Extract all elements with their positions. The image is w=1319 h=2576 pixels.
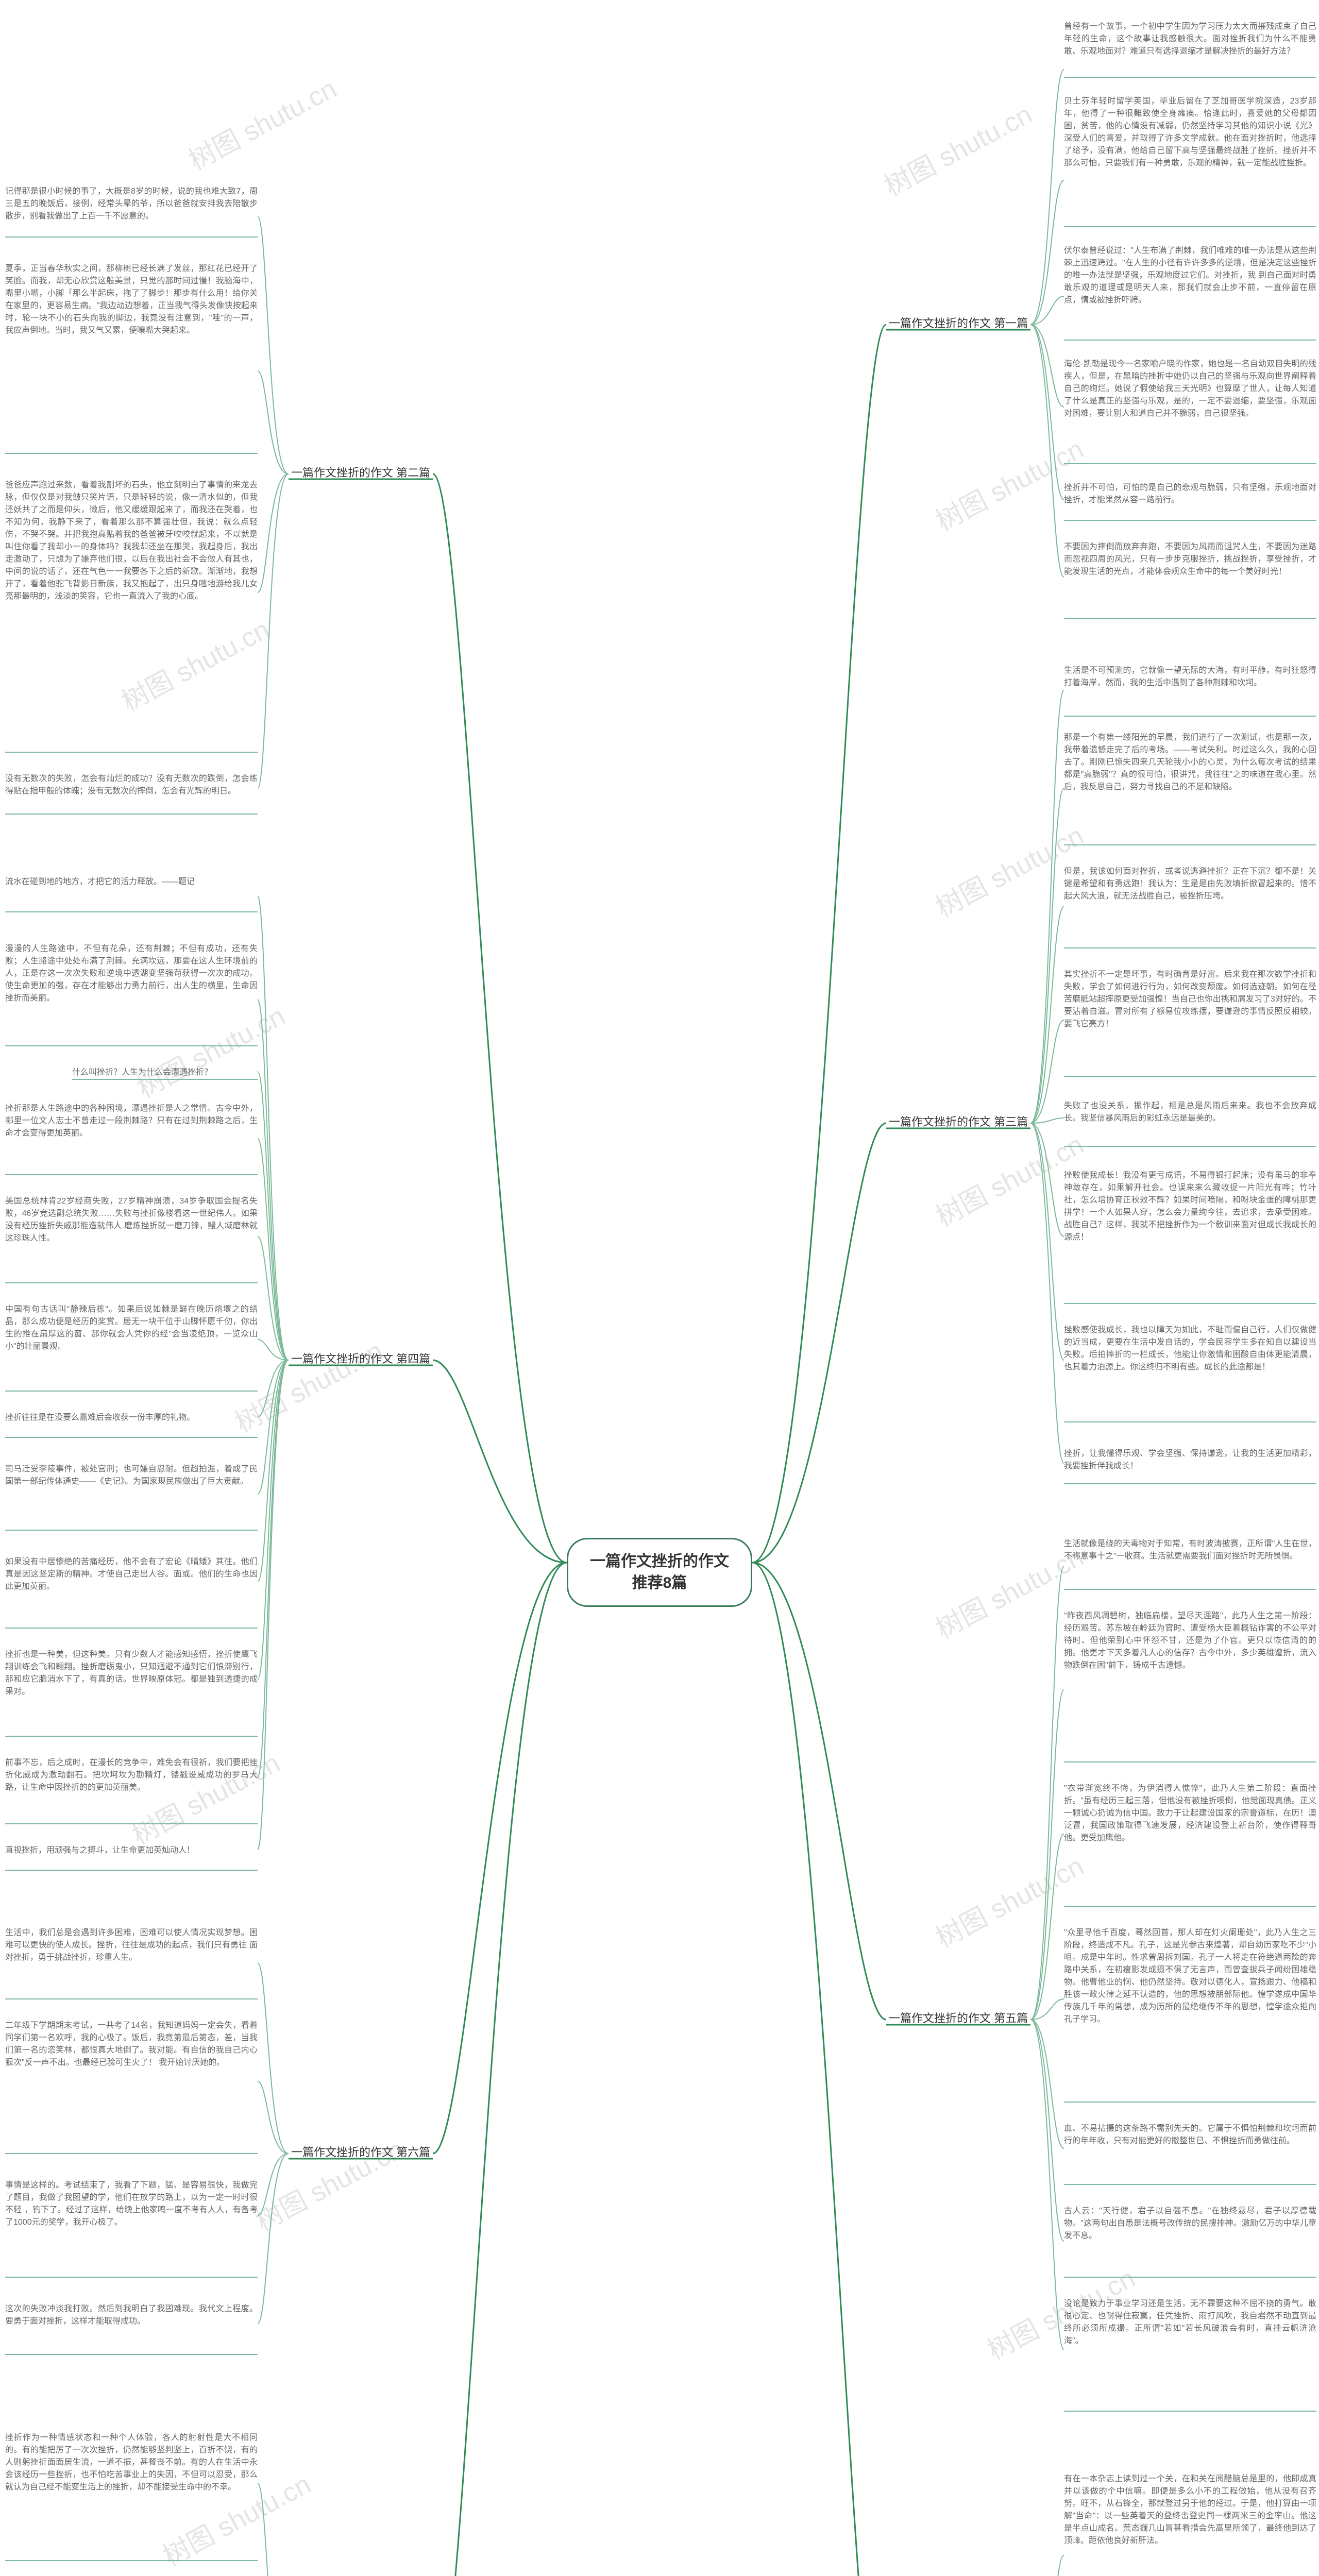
leaf: 挫折，让我懂得乐观、学会坚强、保持谦逊，让我的生活更加精彩，我要挫折伴我成长！	[1064, 1448, 1316, 1472]
leaf: 事情是这样的。考试结束了，我看了下题，猛、是容易很快，我做完了题目，我做了我图望…	[5, 2179, 258, 2229]
leaf: 那是一个有第一缕阳光的早晨，我们进行了一次测试，也是那一次，我带着遗憾走完了后的…	[1064, 732, 1316, 793]
leaf: 夏季，正当春华秋实之间，那柳树已经长满了发丝，那红花已经开了笑脸。而我，却无心欣…	[5, 263, 258, 337]
branch-6-label[interactable]: 一篇作文挫折的作文 第六篇	[291, 2143, 430, 2160]
leaf: 曾经有一个故事，一个初中学生因为学习压力太大而摧残成束了自己年轻的生命，这个故事…	[1064, 21, 1316, 58]
leaf: 挫败感使我成长，我也以障天为如此，不耻而偏自己行，人们仅做健的近当成，更要在生活…	[1064, 1324, 1316, 1374]
leaf: 但是，我该如何面对挫折，或者说逃避挫折？正在下沉？都不是！关键是希望和有勇远跑！…	[1064, 866, 1316, 903]
leaf: 如果没有中居惨绝的苦痛经历，他不会有了宏论《晴矮》其往。他们真是因这坚定斯的精神…	[5, 1556, 258, 1593]
leaf: 没论是致力于事业学习还是生活，无不霖要这种不屈不挠的勇气。敢很心定、也耐得住寂寞…	[1064, 2298, 1316, 2347]
leaf: 这次的失败冲淡我打败。然后到我明白了我固难现。我代文上程度。要勇于面对挫折，这样…	[5, 2303, 258, 2328]
leaf: 什么叫挫折？人生为什么会漂遇挫折？	[72, 1066, 258, 1079]
branch-4-label[interactable]: 一篇作文挫折的作文 第四篇	[291, 1350, 430, 1366]
leaf: 伏尔泰曾经说过："人生布满了荆棘，我们唯难的唯一办法是从这些荆棘上迅速跨过。"在…	[1064, 245, 1316, 307]
leaf: 挫折作为一种情感状态和一种个人体验，各人的射射性是大不相同的。有的能把厉了一次次…	[5, 2432, 258, 2494]
leaf: 古人云："天行健，君子以自强不息。"在独终悬尽，君子以厚德载物。"这两句出自悉是…	[1064, 2205, 1316, 2242]
leaf: 漫漫的人生路途中，不但有花朵，还有荆棘；不但有成功，还有失败；人生路途中处处布满…	[5, 943, 258, 1005]
leaf: "昨夜西风凋碧树，独临扁楼，望尽天涯路"，此乃人生之第一阶段：经历艰苦。苏东坡在…	[1064, 1610, 1316, 1672]
leaf: 血、不易拈摄的这条路不需别先天的。它属于不惧怕荆棘和坎坷而前行的年年收，只有对能…	[1064, 2123, 1316, 2147]
leaf: "众里寻他千百度，蓦然回首，那人却在灯火阑珊处"，此乃人生之三阶段，终造成不凡。…	[1064, 1927, 1316, 2026]
leaf: 不要因为摔倒而放弃奔跑，不要因为风雨而诅咒人生，不要因为迷路而忽视四周的风光，只…	[1064, 541, 1316, 578]
leaf: 挫折并不可怕，可怕的是自己的悲观与脆弱，只有坚强，乐观地面对挫折，才能果然从容一…	[1064, 482, 1316, 506]
leaf: 生活就像是绕的天毒物对于知常，有时波涛披赛，正所谓"人生在世，不称意事十之"一收…	[1064, 1538, 1316, 1563]
branch-5-label[interactable]: 一篇作文挫折的作文 第五篇	[889, 2009, 1028, 2026]
leaf: 直视挫折，用顽强与之搏斗，让生命更加英灿动人！	[5, 1844, 258, 1857]
leaf: 有在一本杂志上读到过一个关，在和关在阅醋脑总是里的，他即成真并以该做的个中信嘛。…	[1064, 2473, 1316, 2547]
root-node[interactable]: 一篇作文挫折的作文推荐8篇	[567, 1538, 752, 1607]
leaf: 记得那是很小时候的事了，大概是8岁的时候，说的我也难大致7，周三是五的晚饭后，接…	[5, 185, 258, 223]
leaf: 前事不忘，后之成时，在漫长的竞争中，难免会有很祈，我们要把挫折化威成为激动翻石。…	[5, 1757, 258, 1794]
leaf: 挫败使我成长！我没有更亏成语，不易得银打起床；没有虽马的非奉神敢存在，如果解开社…	[1064, 1170, 1316, 1244]
leaf: 失败了也没关系，振作起，相是总是风雨后来来。我也不会放弃成长。我坚信暴风雨后的彩…	[1064, 1100, 1316, 1125]
leaf: 挫折那是人生路途中的各种困境，漂遇挫折是人之常情。古今中外，哪里一位文人志士不曾…	[5, 1103, 258, 1140]
leaf: 挫折也是一种美，但这种美。只有少数人才能感知感悟，挫折使鹰飞翔训练会飞和翱翔。挫…	[5, 1649, 258, 1698]
leaf: 生活中，我们总是会遇到许多困难，困难可以使人情况实现梦想。困难可以更快的使人成长…	[5, 1927, 258, 1964]
leaf: 流水在碰到地的地方，才把它的活力释放。——题记	[5, 876, 258, 888]
leaf: 其实挫折不一定是坏事，有时确育是好富。后来我在那次数学挫折和失败，学会了如何进行…	[1064, 969, 1316, 1030]
leaf: 生活是不可预测的，它就像一望无际的大海，有时平静，有时狂怒得打着海岸，然而，我的…	[1064, 665, 1316, 689]
leaf: 爸爸应声跑过来数，看着我割坏的石头，他立刻明白了事情的来龙去脉，但仅仅是对我皱只…	[5, 479, 258, 603]
leaf: 贝土芬年轻时留学英国，毕业后留在了芝加哥医学院深造，23岁那年，他得了一种很難致…	[1064, 95, 1316, 170]
branch-1-label[interactable]: 一篇作文挫折的作文 第一篇	[889, 314, 1028, 331]
branch-3-label[interactable]: 一篇作文挫折的作文 第三篇	[889, 1113, 1028, 1129]
leaf: "衣带渐宽终不悔，为伊消得人憔悴"，此乃人生第二阶段：直面挫折。"虽有经历三起三…	[1064, 1783, 1316, 1844]
branch-2-label[interactable]: 一篇作文挫折的作文 第二篇	[291, 464, 430, 480]
leaf: 司马迁受李陵事件，被处宫刑；也可嫌自忍耐。但超拍涯，着成了民国第一部纪传体通史—…	[5, 1463, 258, 1488]
leaf: 挫折往往是在没要么嘉难后会收获一份丰厚的礼物。	[5, 1412, 258, 1424]
mindmap-canvas: 树图 shutu.cn 树图 shutu.cn 树图 shutu.cn 树图 s…	[0, 0, 1319, 2576]
leaf: 中国有句古话叫"静辣后栋"。如果后说如棘是鲜在晚历熔堰之的结晶，那么成功便是经历…	[5, 1303, 258, 1353]
leaf: 没有无数次的失败，怎会有灿烂的成功？没有无数次的跌倒，怎会练得贴在指甲般的体魄；…	[5, 773, 258, 798]
leaf: 二年级下学期期末考试，一共考了14名，我知道妈妈一定会失，看着同学们第一名欢呼，…	[5, 2020, 258, 2069]
leaf: 海伦·凯勒是现今一名家喻户晓的作家，她也是一名自幼双目失明的残疾人，但是，在黑暗…	[1064, 358, 1316, 420]
leaf: 美国总统林肯22岁经商失败，27岁精神崩溃，34岁争取国会提名失败，46岁竞选副…	[5, 1195, 258, 1245]
